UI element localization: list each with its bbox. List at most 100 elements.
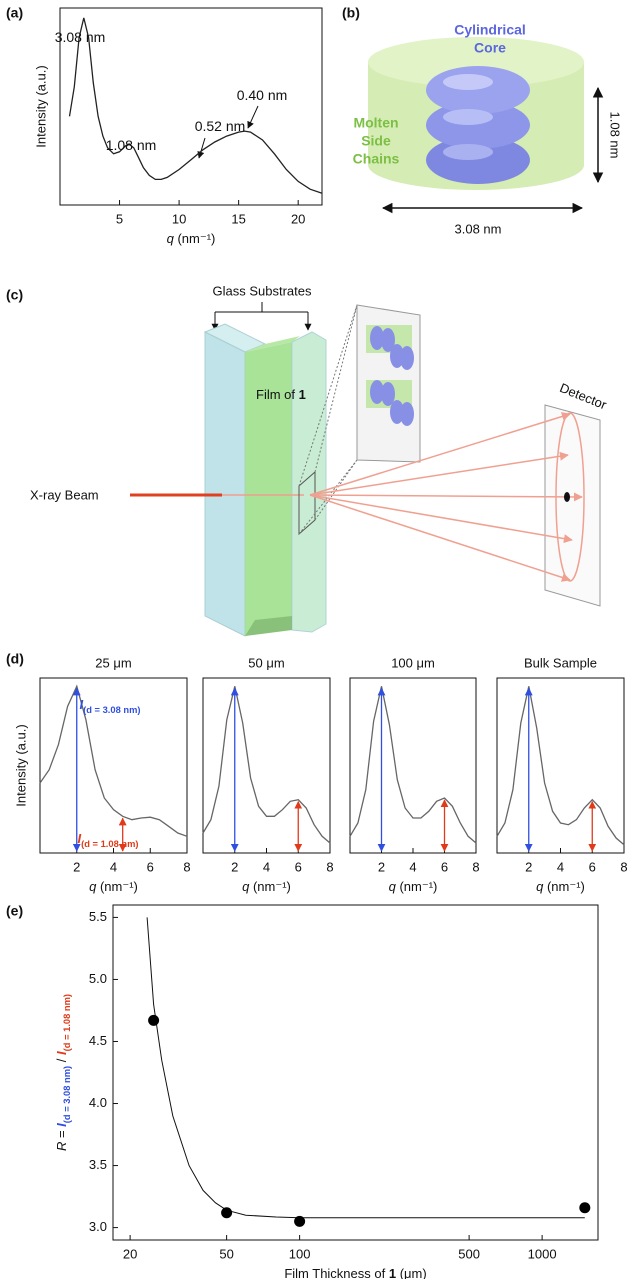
annotation-part: 0.40 nm	[237, 87, 288, 103]
panel-label: (d)	[6, 651, 24, 667]
data-line	[202, 686, 331, 844]
annotation: 3.08 nm	[55, 29, 106, 45]
x-tick-label: 8	[472, 859, 479, 874]
annotation-part: (d = 3.08 nm)	[83, 705, 140, 715]
y-tick-label: 5.0	[89, 971, 107, 986]
x-axis-label-part: 1	[389, 1266, 396, 1279]
x-tick-label: 100	[289, 1246, 311, 1261]
y-axis-label: Intensity (a.u.)	[33, 65, 48, 147]
plot-frame	[59, 7, 323, 206]
x-tick-label: 4	[263, 859, 270, 874]
y-axis-label: R = I(d = 3.08 nm) / I(d = 1.08 nm)	[54, 994, 72, 1151]
x-tick-label: 1000	[528, 1246, 557, 1261]
x-tick-label: 5	[116, 211, 123, 226]
height-label: 1.08 nm	[608, 112, 623, 159]
y-tick-label: 3.0	[89, 1219, 107, 1234]
data-point	[294, 1215, 306, 1227]
x-tick-label: 6	[441, 859, 448, 874]
annotation: I(d = 1.08 nm)	[77, 831, 138, 849]
panel-label: (a)	[6, 5, 23, 21]
film-label-text: Film of	[256, 387, 299, 402]
data-point	[579, 1202, 591, 1214]
film-label: Film of 1	[256, 387, 306, 402]
y-tick-label: 5.5	[89, 909, 107, 924]
x-tick-label: 4	[557, 859, 564, 874]
x-tick-label: 20	[123, 1246, 137, 1261]
x-tick-label: 10	[172, 211, 186, 226]
plot-frame	[39, 677, 188, 854]
x-tick-label: 8	[326, 859, 333, 874]
x-tick-label: 6	[589, 859, 596, 874]
data-line	[68, 17, 323, 194]
panel-title: 100 μm	[391, 655, 435, 670]
substrates-label: Glass Substrates	[213, 283, 312, 298]
panel-label: (e)	[6, 903, 23, 919]
annotation-part: 0.52 nm	[195, 118, 246, 134]
x-axis-label: q (nm⁻¹)	[242, 879, 291, 894]
x-axis-label: Film Thickness of 1 (μm)	[284, 1266, 426, 1279]
x-axis-label-part: q	[89, 879, 97, 894]
data-point	[221, 1207, 233, 1219]
fit-line	[146, 917, 585, 1219]
y-axis-label-part: =	[54, 1127, 69, 1142]
x-axis-label-part: q	[389, 879, 397, 894]
plot-frame	[202, 677, 331, 854]
core-label: Core	[474, 40, 506, 56]
y-axis-label-part: (d = 1.08 nm)	[62, 994, 72, 1051]
x-tick-label: 2	[231, 859, 238, 874]
x-axis-label: q (nm⁻¹)	[389, 879, 438, 894]
y-tick-label: 4.5	[89, 1033, 107, 1048]
cylinder-diagram	[368, 37, 604, 214]
side-label: Side	[361, 133, 391, 149]
x-axis-label: q (nm⁻¹)	[536, 879, 585, 894]
detector-label: Detector	[558, 380, 610, 413]
plot-frame	[112, 904, 599, 1241]
data-line	[39, 684, 188, 837]
annotation-part: 3.08 nm	[55, 29, 106, 45]
annotation-part: 1.08 nm	[106, 137, 157, 153]
annotation-part: I	[79, 697, 83, 712]
annotation-arrow	[247, 105, 259, 129]
x-axis-label-part: (nm⁻¹)	[96, 879, 138, 894]
x-axis-label: q (nm⁻¹)	[89, 879, 138, 894]
setup-diagram	[130, 302, 601, 637]
panel-title: 50 μm	[248, 655, 284, 670]
annotation: I(d = 3.08 nm)	[79, 697, 140, 715]
x-tick-label: 500	[458, 1246, 480, 1261]
panel-label: (c)	[6, 287, 23, 303]
x-tick-label: 15	[231, 211, 245, 226]
x-tick-label: 2	[73, 859, 80, 874]
x-axis-label-part: (nm⁻¹)	[174, 231, 216, 246]
core-label: Cylindrical	[454, 22, 526, 38]
film-label-number: 1	[299, 387, 306, 402]
panel-title: Bulk Sample	[524, 655, 597, 670]
x-tick-label: 2	[378, 859, 385, 874]
side-label: Molten	[353, 115, 398, 131]
y-axis-label-part: /	[54, 1055, 69, 1066]
x-tick-label: 6	[295, 859, 302, 874]
x-axis-label: q (nm⁻¹)	[167, 231, 216, 246]
y-tick-label: 3.5	[89, 1157, 107, 1172]
y-axis-label-part: (d = 3.08 nm)	[62, 1066, 72, 1123]
x-tick-label: 6	[147, 859, 154, 874]
y-axis-label-part: I	[54, 1123, 69, 1127]
y-axis-label-part: R	[54, 1142, 69, 1151]
x-axis-label-part: (nm⁻¹)	[396, 879, 438, 894]
x-axis-label-part: Film Thickness of	[284, 1266, 389, 1279]
y-axis-label: Intensity (a.u.)	[13, 724, 28, 806]
x-tick-label: 4	[409, 859, 416, 874]
x-axis-label-part: q	[536, 879, 544, 894]
panel-label: (b)	[342, 5, 360, 21]
panel-title: 25 μm	[95, 655, 131, 670]
data-line	[349, 686, 477, 844]
width-label: 3.08 nm	[455, 221, 502, 236]
x-tick-label: 20	[291, 211, 305, 226]
annotation-part: (d = 1.08 nm)	[81, 839, 138, 849]
x-tick-label: 50	[219, 1246, 233, 1261]
annotation: 1.08 nm	[106, 137, 157, 153]
data-line	[496, 686, 625, 846]
x-tick-label: 2	[525, 859, 532, 874]
annotation-arrow	[197, 137, 206, 159]
annotation: 0.40 nm	[237, 87, 288, 103]
